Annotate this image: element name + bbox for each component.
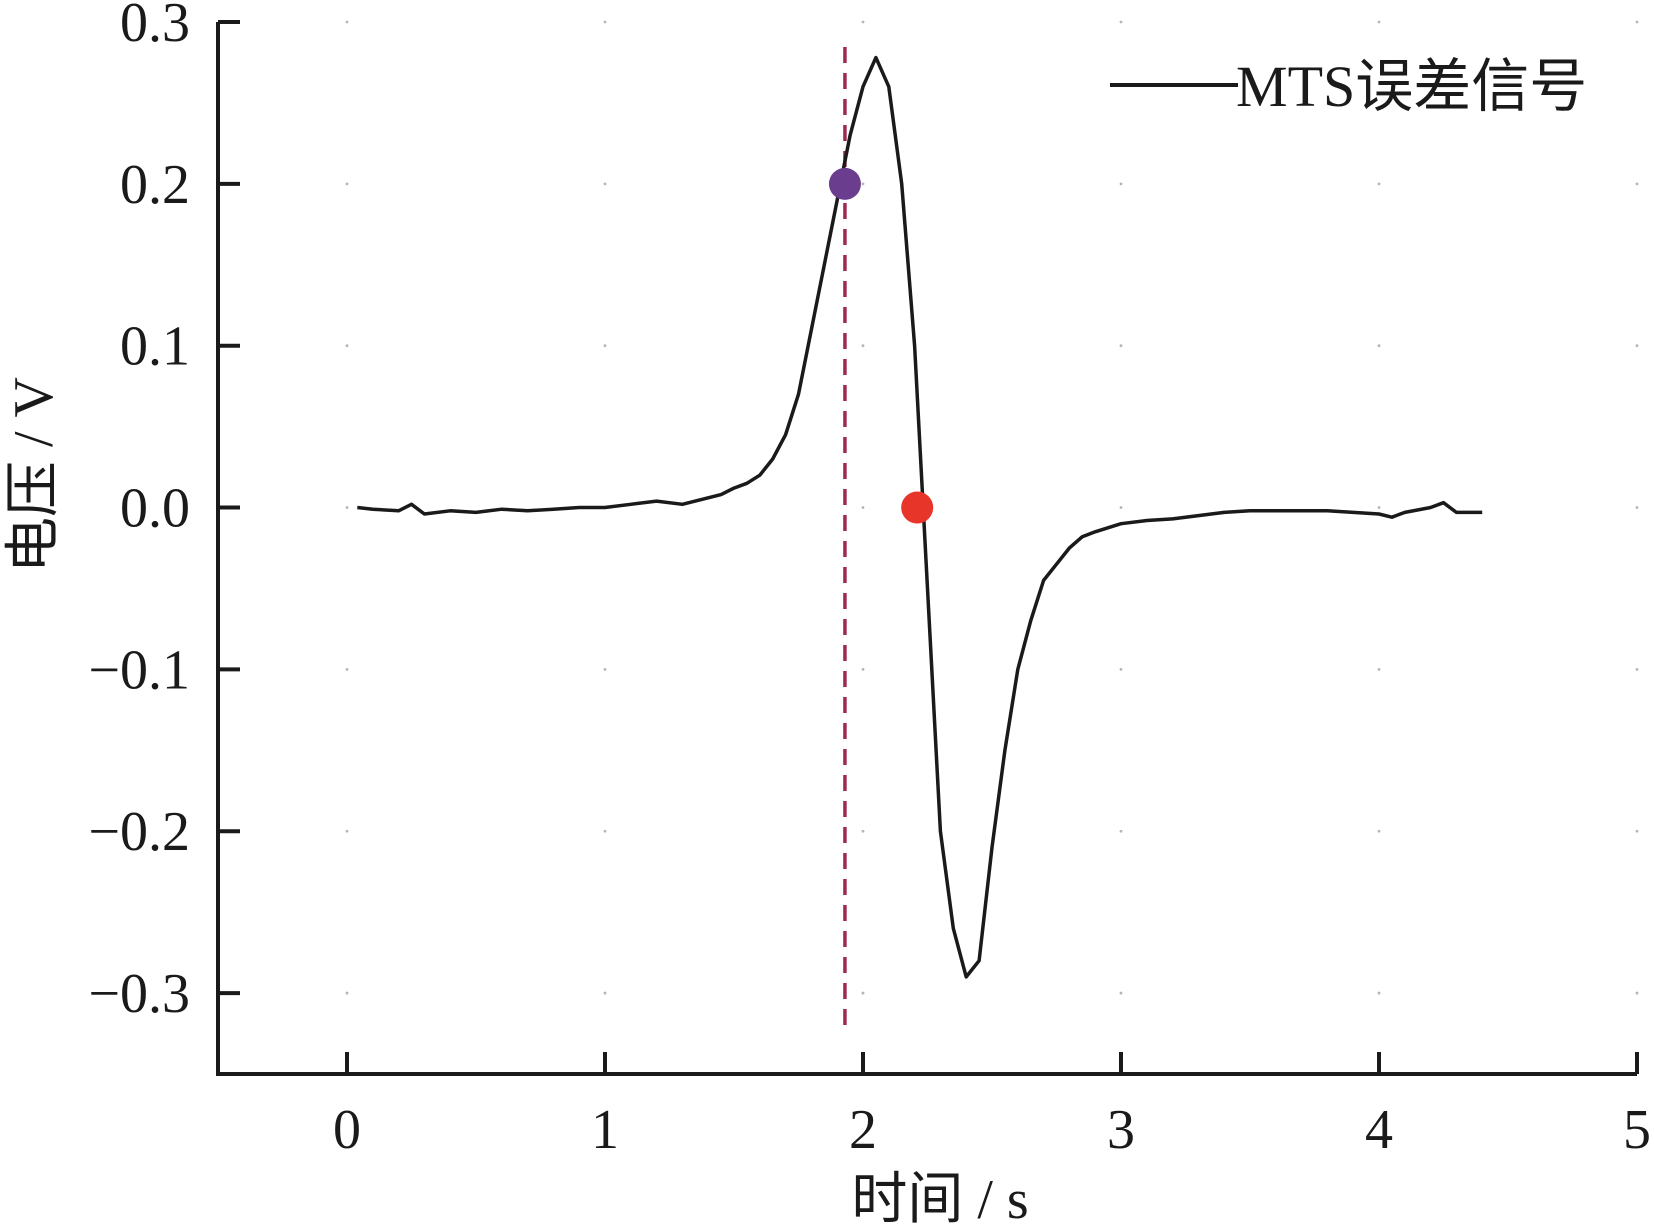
- plot-area: [357, 55, 1483, 979]
- series-line: [357, 55, 1483, 979]
- data-marker: [828, 167, 861, 200]
- grid-dot: [345, 667, 349, 671]
- x-tick-label: 3: [1107, 1099, 1135, 1161]
- grid-dot: [345, 506, 349, 509]
- x-axis-title: 时间 / s: [851, 1169, 1028, 1230]
- grid-dot: [1635, 667, 1639, 671]
- grid-dot: [1119, 344, 1123, 348]
- y-tick-label: −0.3: [88, 963, 190, 1025]
- y-tick-label: −0.1: [88, 639, 190, 701]
- grid-dot: [861, 20, 865, 24]
- grid-dot: [1377, 506, 1381, 509]
- y-axis-title: 电压 / V: [3, 377, 65, 573]
- grid-dot: [1119, 667, 1123, 671]
- grid-dot: [1119, 506, 1123, 509]
- legend: MTS误差信号: [1110, 54, 1587, 119]
- grid-dot: [603, 667, 607, 671]
- grid-dot: [1377, 829, 1381, 833]
- legend-label: MTS误差信号: [1236, 54, 1587, 119]
- grid-dot: [861, 344, 865, 348]
- grid-dot: [1119, 829, 1123, 833]
- grid-dot: [603, 20, 607, 24]
- grid-dot: [603, 829, 607, 833]
- grid-dot: [345, 991, 349, 995]
- grid-dot: [1635, 829, 1639, 833]
- grid-dot: [603, 344, 607, 348]
- grid-dot: [861, 991, 865, 995]
- grid-dot: [861, 667, 865, 671]
- grid-dot: [861, 182, 865, 186]
- y-tick-label: 0.3: [120, 0, 190, 54]
- grid-dot: [345, 182, 349, 186]
- x-tick-label: 5: [1623, 1099, 1651, 1161]
- grid-dot: [345, 344, 349, 348]
- grid-dot: [1377, 182, 1381, 186]
- grid-dot: [345, 829, 349, 833]
- grid-dot: [1119, 182, 1123, 186]
- grid-dot: [1635, 344, 1639, 348]
- axes: [216, 22, 1637, 1076]
- y-tick-label: 0.2: [120, 154, 190, 216]
- x-tick-label: 4: [1365, 1099, 1393, 1161]
- x-tick-label: 0: [333, 1099, 361, 1161]
- grid-dot: [1377, 20, 1381, 24]
- grid-dot: [603, 991, 607, 995]
- data-markers: [828, 167, 934, 524]
- grid-dot: [603, 182, 607, 186]
- grid-dot: [861, 506, 865, 509]
- grid-dot: [345, 20, 349, 24]
- data-marker: [901, 491, 934, 524]
- x-tick-label: 1: [591, 1099, 619, 1161]
- grid-dot: [1635, 506, 1639, 509]
- grid-dot: [1377, 344, 1381, 348]
- grid-dot: [861, 829, 865, 833]
- grid-dot: [1377, 991, 1381, 995]
- grid-dot: [1119, 991, 1123, 995]
- grid-dot: [1635, 991, 1639, 995]
- y-tick-label: 0.0: [120, 478, 190, 540]
- grid-dot: [1119, 20, 1123, 24]
- y-tick-label: 0.1: [120, 316, 190, 378]
- grid-dot: [1635, 20, 1639, 24]
- grid-dot: [1635, 182, 1639, 186]
- x-tick-label: 2: [849, 1099, 877, 1161]
- grid-dots: [345, 20, 1639, 995]
- y-tick-label: −0.2: [88, 801, 190, 863]
- ticks: 0 1 2 3 4 5 0.3 0.2 0.1 0.0 −0.1 −0.2 −0.3: [88, 0, 1651, 1161]
- grid-dot: [1377, 667, 1381, 671]
